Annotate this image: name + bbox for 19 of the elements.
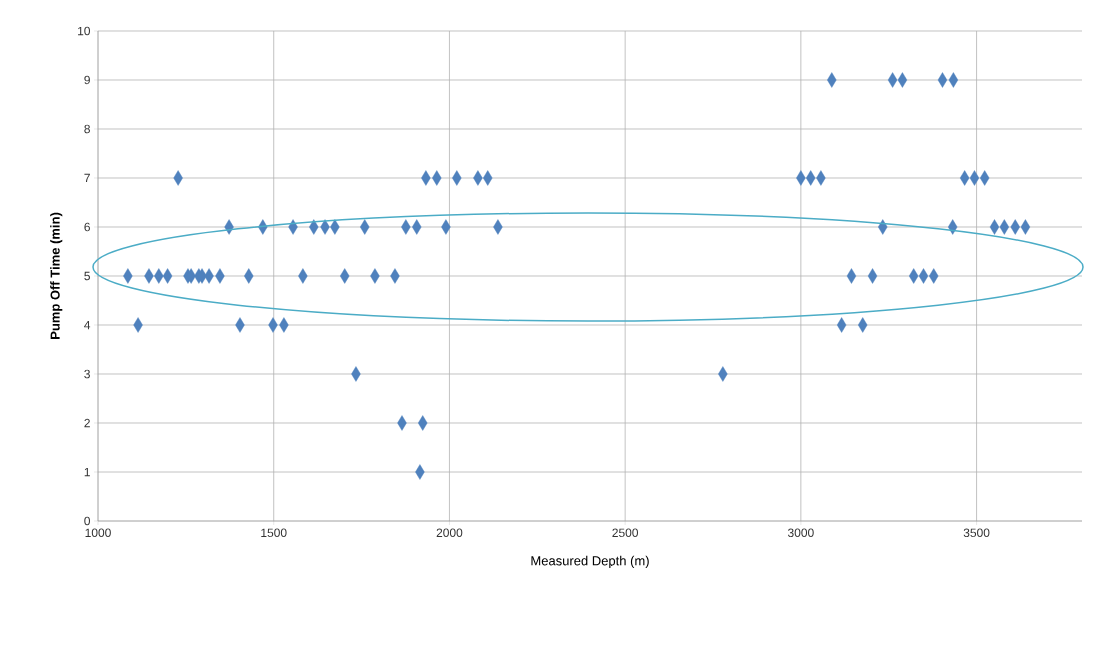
y-tick-label: 7 bbox=[84, 173, 90, 183]
x-tick-label: 1500 bbox=[261, 528, 287, 538]
y-tick-label: 1 bbox=[84, 467, 90, 477]
y-tick-label: 9 bbox=[84, 75, 90, 85]
y-axis-title: Pump Off Time (min) bbox=[50, 212, 63, 339]
x-tick-label: 2500 bbox=[612, 528, 639, 538]
y-tick-label: 10 bbox=[78, 26, 91, 36]
y-tick-label: 6 bbox=[84, 222, 90, 232]
x-tick-label: 2000 bbox=[436, 528, 463, 538]
y-tick-label: 8 bbox=[84, 124, 90, 134]
y-tick-label: 0 bbox=[84, 516, 91, 526]
y-tick-label: 4 bbox=[84, 320, 91, 330]
x-tick-label: 3000 bbox=[787, 528, 814, 538]
y-tick-label: 5 bbox=[84, 271, 90, 281]
y-tick-label: 3 bbox=[84, 369, 90, 379]
x-axis-title: Measured Depth (m) bbox=[531, 555, 649, 568]
y-tick-label: 2 bbox=[84, 418, 90, 428]
x-tick-label: 3500 bbox=[963, 528, 990, 538]
x-tick-label: 1000 bbox=[85, 528, 111, 538]
